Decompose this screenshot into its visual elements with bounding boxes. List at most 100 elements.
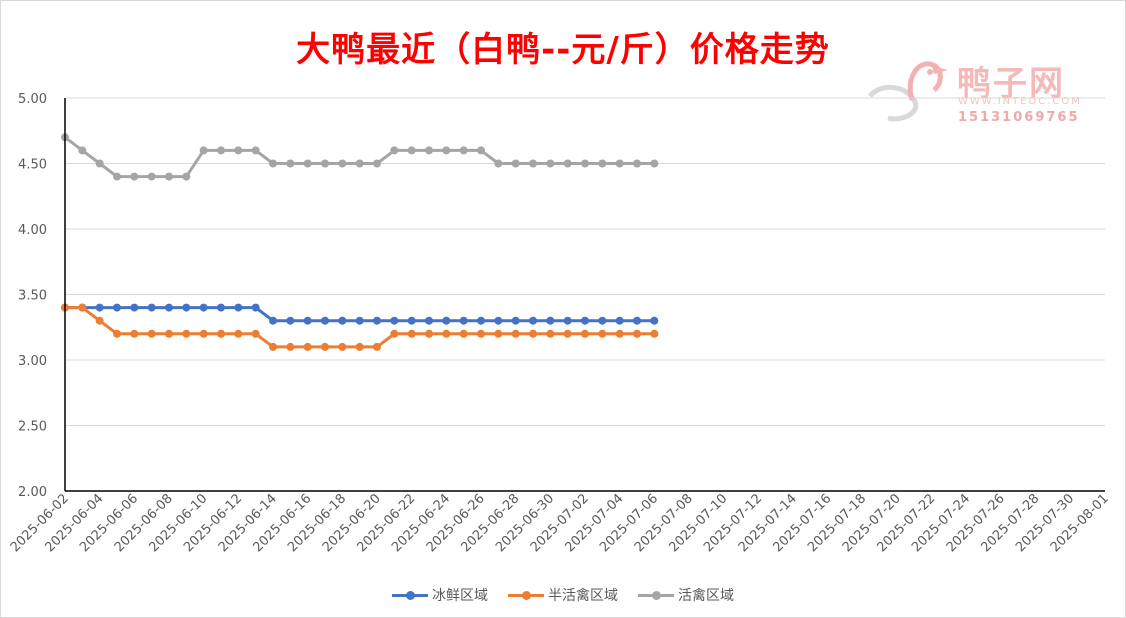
data-point [303, 342, 312, 351]
data-point [442, 329, 451, 338]
data-point [286, 316, 295, 325]
data-point [477, 329, 485, 338]
data-point [338, 342, 347, 351]
data-point [269, 159, 277, 168]
data-point [269, 316, 277, 325]
data-point [390, 329, 399, 338]
data-point [442, 146, 451, 155]
legend-swatch [392, 586, 428, 604]
data-point [407, 316, 416, 325]
data-point [199, 329, 208, 338]
data-point [113, 303, 121, 312]
data-point [217, 329, 225, 338]
series-1 [61, 303, 659, 351]
data-point [234, 146, 243, 155]
data-point [390, 146, 399, 155]
data-point [650, 329, 659, 338]
data-point [494, 159, 503, 168]
data-point [633, 159, 641, 168]
data-point [546, 316, 555, 325]
data-point [390, 316, 399, 325]
data-point [650, 159, 659, 168]
data-point [529, 159, 537, 168]
y-tick-label: 4.50 [18, 158, 47, 173]
data-point [147, 329, 156, 338]
y-tick-label: 2.50 [18, 420, 47, 435]
legend-item: 半活禽区域 [508, 585, 618, 605]
watermark-url: WWW.INTEDC.COM [958, 96, 1082, 107]
data-point [373, 342, 381, 351]
data-point [633, 329, 641, 338]
data-point [286, 342, 295, 351]
y-tick-label: 3.00 [18, 354, 47, 369]
data-point [147, 172, 156, 181]
legend-label: 活禽区域 [678, 588, 734, 604]
data-point [217, 146, 225, 155]
y-tick-label: 3.50 [18, 289, 47, 304]
data-point [234, 329, 243, 338]
data-point [251, 146, 260, 155]
y-tick-label: 4.00 [18, 223, 47, 238]
data-point [407, 146, 416, 155]
data-point [459, 316, 468, 325]
watermark-phone: 15131069765 [958, 110, 1080, 125]
series-0 [61, 303, 659, 325]
data-point [598, 329, 607, 338]
data-point [581, 329, 589, 338]
legend-swatch [638, 586, 674, 604]
series-line [65, 306, 655, 349]
data-point [373, 159, 381, 168]
chart-title: 大鸭最近（白鸭--元/斤）价格走势 [296, 30, 830, 70]
data-point [563, 329, 572, 338]
data-point [529, 329, 537, 338]
data-point [95, 303, 104, 312]
data-point [407, 329, 416, 338]
data-point [199, 303, 208, 312]
data-point [113, 172, 121, 181]
data-point [615, 329, 624, 338]
data-point [182, 329, 191, 338]
data-point [615, 316, 624, 325]
y-tick-label: 5.00 [18, 92, 47, 107]
data-point [130, 329, 139, 338]
data-point [147, 303, 156, 312]
data-point [477, 316, 485, 325]
data-point [633, 316, 641, 325]
data-point [650, 316, 659, 325]
data-point [615, 159, 624, 168]
data-point [355, 316, 364, 325]
data-point [563, 316, 572, 325]
data-point [234, 303, 243, 312]
data-point [511, 159, 520, 168]
data-point [373, 316, 381, 325]
data-point [338, 316, 347, 325]
data-point [425, 316, 433, 325]
data-point [598, 159, 607, 168]
legend-item: 活禽区域 [638, 585, 734, 605]
y-axis-ticks: 2.00 2.50 3.00 3.50 4.00 4.50 5.00 [18, 92, 47, 500]
data-point [563, 159, 572, 168]
data-point [165, 303, 173, 312]
data-point [182, 303, 191, 312]
data-point [165, 329, 173, 338]
duck-logo-icon [868, 61, 948, 122]
data-point [425, 146, 433, 155]
data-point [511, 316, 520, 325]
legend-swatch [508, 586, 544, 604]
data-point [355, 159, 364, 168]
data-point [182, 172, 191, 181]
data-point [165, 172, 173, 181]
axes [64, 98, 1105, 492]
legend-label: 半活禽区域 [548, 588, 618, 604]
data-point [217, 303, 225, 312]
legend-label: 冰鲜区域 [432, 588, 488, 604]
data-point [425, 329, 433, 338]
data-point [113, 329, 121, 338]
data-point [355, 342, 364, 351]
data-point [338, 159, 347, 168]
data-point [286, 159, 295, 168]
data-point [581, 316, 589, 325]
y-tick-label: 2.00 [18, 485, 47, 500]
data-point [494, 316, 503, 325]
